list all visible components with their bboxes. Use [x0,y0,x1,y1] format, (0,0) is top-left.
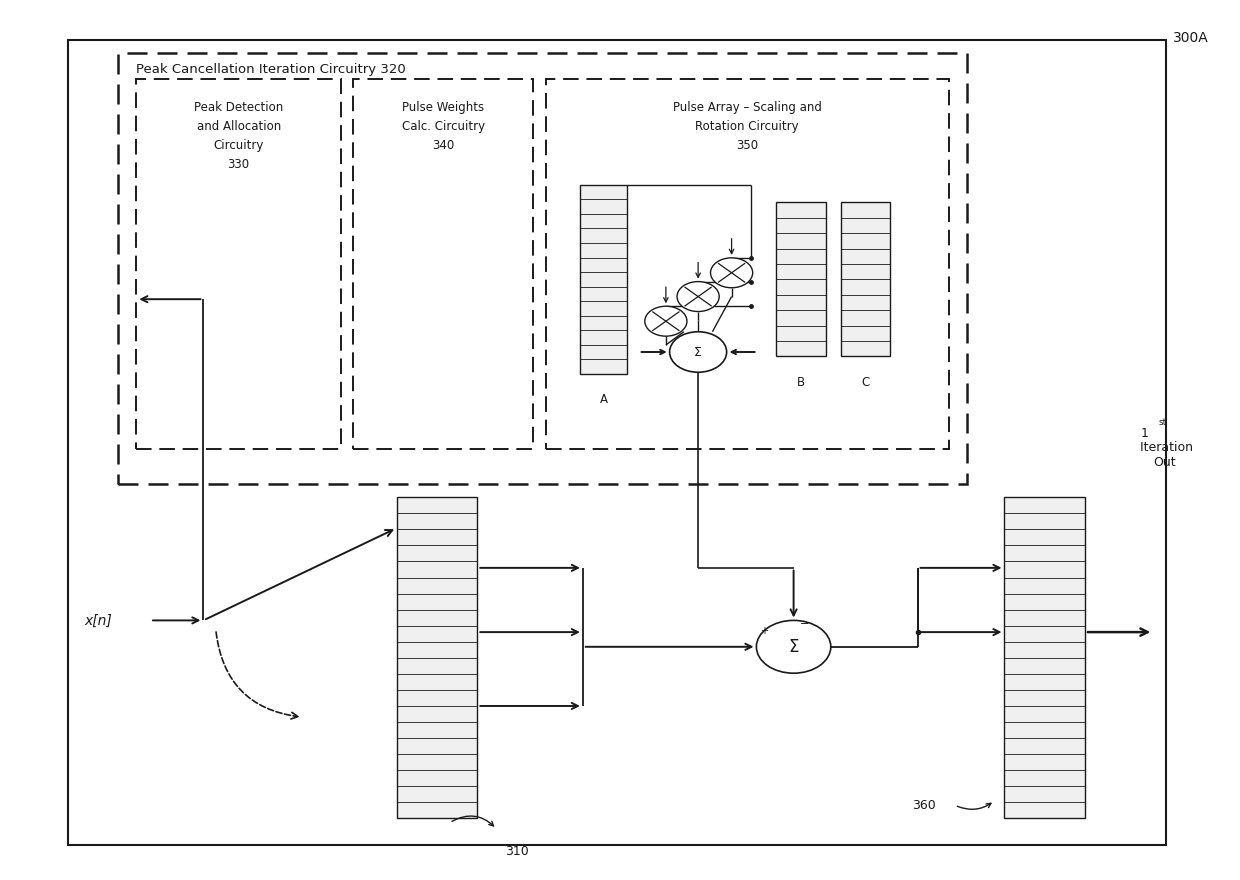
Text: Peak Cancellation Iteration Circuitry 320: Peak Cancellation Iteration Circuitry 32… [136,63,407,77]
Text: +: + [760,626,768,636]
Text: 1: 1 [1141,427,1148,440]
Bar [68,40,1166,845]
Bar [841,202,890,356]
Circle shape [756,620,831,673]
Text: Σ: Σ [789,638,799,656]
Bar [136,79,341,449]
Bar [353,79,533,449]
Text: C: C [862,376,869,389]
Circle shape [711,258,753,288]
Text: 300A: 300A [1173,31,1209,45]
Text: 360: 360 [913,799,936,811]
Bar [546,79,949,449]
Bar [1004,497,1085,818]
Bar [776,202,826,356]
Text: st: st [1158,418,1167,427]
Circle shape [645,306,687,336]
Text: −: − [800,620,810,629]
Circle shape [670,332,727,372]
Text: B: B [797,376,805,389]
Text: Iteration
Out: Iteration Out [1136,441,1193,469]
Bar [397,497,477,818]
Text: Σ: Σ [694,346,702,358]
Circle shape [677,282,719,312]
Text: Pulse Array – Scaling and
Rotation Circuitry
350: Pulse Array – Scaling and Rotation Circu… [672,101,822,152]
Text: Pulse Weights
Calc. Circuitry
340: Pulse Weights Calc. Circuitry 340 [402,101,485,152]
Text: Peak Detection
and Allocation
Circuitry
330: Peak Detection and Allocation Circuitry … [195,101,283,172]
Text: 310: 310 [506,845,529,858]
Bar [580,185,627,374]
Text: x[n]: x[n] [84,613,112,627]
Text: A: A [600,393,608,407]
Bar [118,53,967,484]
